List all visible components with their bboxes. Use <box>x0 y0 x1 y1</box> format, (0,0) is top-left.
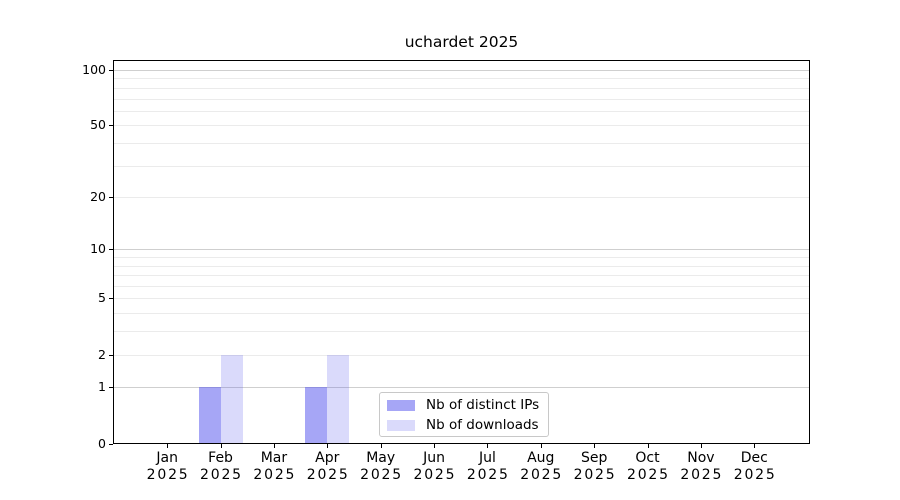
minor-gridline <box>114 298 809 300</box>
y-tick-mark <box>109 70 113 71</box>
y-tick-mark <box>109 298 113 300</box>
y-tick-label: 100 <box>82 62 106 77</box>
minor-gridline <box>114 197 809 199</box>
minor-gridline <box>114 125 809 127</box>
x-tick-year: 2025 <box>520 466 564 483</box>
plot-frame <box>113 59 810 444</box>
x-tick-mark <box>540 443 542 448</box>
x-tick-year: 2025 <box>733 466 777 483</box>
y-tick-mark <box>109 125 113 127</box>
minor-gridline <box>114 110 809 112</box>
y-tick-label: 10 <box>90 241 106 257</box>
legend-label: Nb of distinct IPs <box>426 397 540 413</box>
x-tick-mark <box>754 443 756 448</box>
x-tick-year: 2025 <box>360 466 403 483</box>
x-tick-mark <box>594 443 596 448</box>
x-tick-month: Mar <box>260 450 288 466</box>
x-tick-mark <box>647 443 649 448</box>
chart-title: uchardet 2025 <box>404 33 519 51</box>
y-tick-mark <box>109 354 113 356</box>
x-tick-label: Oct 2025 <box>616 450 680 483</box>
x-tick-month: Sep <box>580 450 608 466</box>
legend-label: Nb of downloads <box>426 417 539 433</box>
bar-distinct-ips <box>305 387 328 444</box>
x-tick-year: 2025 <box>573 466 617 483</box>
x-tick-year: 2025 <box>253 466 297 483</box>
x-tick-year: 2025 <box>200 466 243 483</box>
minor-gridline <box>114 275 809 277</box>
minor-gridline <box>114 286 809 288</box>
y-tick-mark <box>109 249 113 251</box>
minor-gridline <box>114 354 809 356</box>
x-tick-month: Aug <box>527 450 555 466</box>
bar-downloads <box>327 354 350 444</box>
minor-gridline <box>114 165 809 167</box>
x-tick-year: 2025 <box>466 466 510 483</box>
y-tick-label: 5 <box>98 290 106 306</box>
x-tick-year: 2025 <box>680 466 724 483</box>
major-gridline <box>114 70 809 71</box>
x-tick-month: Jan <box>156 450 178 466</box>
y-tick-label: 0 <box>98 435 106 451</box>
y-tick-mark <box>109 387 113 389</box>
x-tick-label: Mar 2025 <box>242 450 306 483</box>
x-tick-label: Jan 2025 <box>135 450 199 483</box>
x-tick-year: 2025 <box>306 466 350 483</box>
x-tick-mark <box>327 443 329 448</box>
minor-gridline <box>114 98 809 100</box>
minor-gridline <box>114 87 809 89</box>
x-tick-mark <box>434 443 436 448</box>
y-tick-label: 2 <box>98 346 106 362</box>
x-tick-month: Nov <box>687 450 715 466</box>
y-tick-mark <box>109 443 113 445</box>
x-tick-month: May <box>366 450 396 466</box>
x-tick-year: 2025 <box>413 466 457 483</box>
y-tick-mark <box>109 197 113 199</box>
x-tick-mark <box>220 443 222 448</box>
x-tick-year: 2025 <box>146 466 190 483</box>
x-tick-mark <box>380 443 382 448</box>
x-tick-label: Dec 2025 <box>722 450 786 483</box>
x-tick-label: Nov 2025 <box>669 450 733 483</box>
y-tick-label: 20 <box>90 189 106 205</box>
x-tick-label: Sep 2025 <box>562 450 626 483</box>
legend-swatch-distinct-ips <box>387 399 415 411</box>
legend: Nb of distinct IPs Nb of downloads <box>379 392 549 437</box>
y-tick-label: 50 <box>90 117 106 133</box>
x-tick-month: Jul <box>478 450 496 466</box>
minor-gridline <box>114 265 809 267</box>
x-tick-month: Oct <box>635 450 660 466</box>
minor-gridline <box>114 78 809 80</box>
legend-row: Nb of downloads <box>380 415 548 435</box>
x-tick-year: 2025 <box>626 466 670 483</box>
x-tick-label: Apr 2025 <box>295 450 359 483</box>
bar-downloads <box>220 354 243 444</box>
x-tick-mark <box>167 443 169 448</box>
major-gridline <box>114 387 809 389</box>
y-tick-label: 1 <box>98 379 106 395</box>
x-tick-label: May 2025 <box>349 450 413 483</box>
minor-gridline <box>114 142 809 144</box>
x-tick-month: Dec <box>740 450 768 466</box>
x-tick-mark <box>700 443 702 448</box>
bar-distinct-ips <box>198 387 221 444</box>
x-tick-mark <box>487 443 489 448</box>
x-tick-label: Jul 2025 <box>455 450 519 483</box>
minor-gridline <box>114 313 809 315</box>
x-tick-month: Apr <box>315 450 340 466</box>
x-tick-label: Feb 2025 <box>189 450 253 483</box>
x-tick-month: Jun <box>423 450 445 466</box>
x-tick-label: Aug 2025 <box>509 450 573 483</box>
legend-row: Nb of distinct IPs <box>380 395 548 415</box>
x-tick-mark <box>273 443 275 448</box>
x-tick-label: Jun 2025 <box>402 450 466 483</box>
legend-swatch-downloads <box>387 419 415 431</box>
minor-gridline <box>114 257 809 259</box>
minor-gridline <box>114 331 809 333</box>
major-gridline <box>114 249 809 251</box>
x-tick-month: Feb <box>208 450 233 466</box>
